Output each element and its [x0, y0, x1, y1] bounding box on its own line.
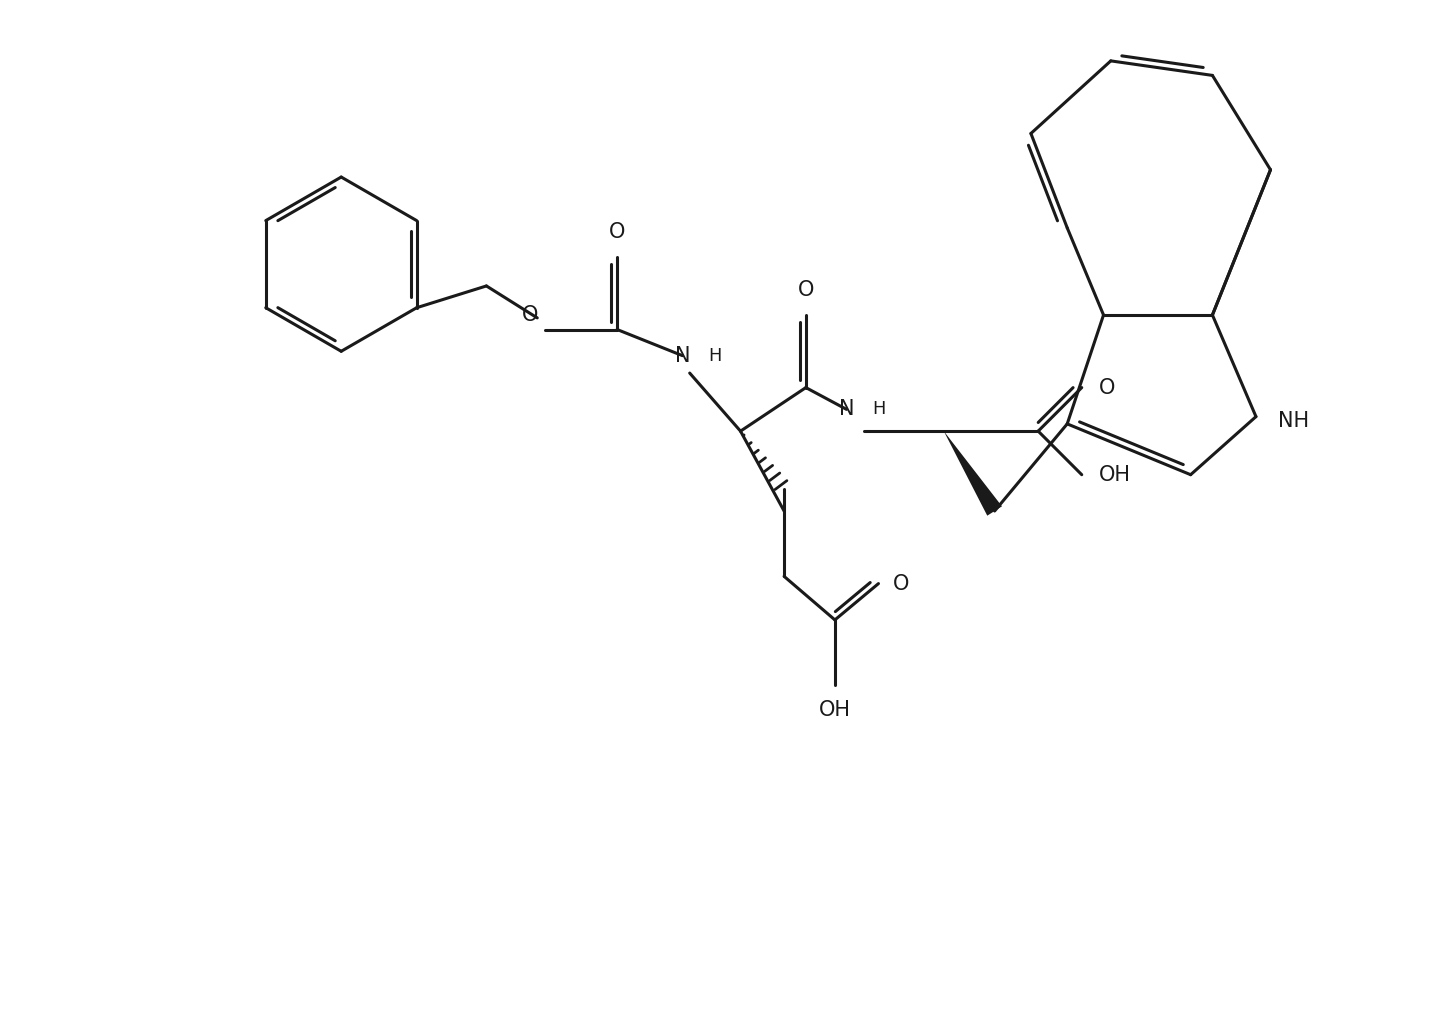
Text: OH: OH: [819, 700, 851, 719]
Text: H: H: [709, 346, 722, 365]
Text: H: H: [873, 401, 886, 418]
Text: O: O: [521, 305, 539, 325]
Text: O: O: [608, 223, 626, 242]
Text: O: O: [893, 573, 909, 594]
Text: N: N: [839, 400, 854, 419]
Text: O: O: [797, 280, 815, 300]
Text: OH: OH: [1099, 465, 1131, 484]
Polygon shape: [944, 431, 1002, 516]
Text: O: O: [1099, 377, 1115, 398]
Text: N: N: [675, 345, 690, 366]
Text: NH: NH: [1278, 411, 1308, 431]
